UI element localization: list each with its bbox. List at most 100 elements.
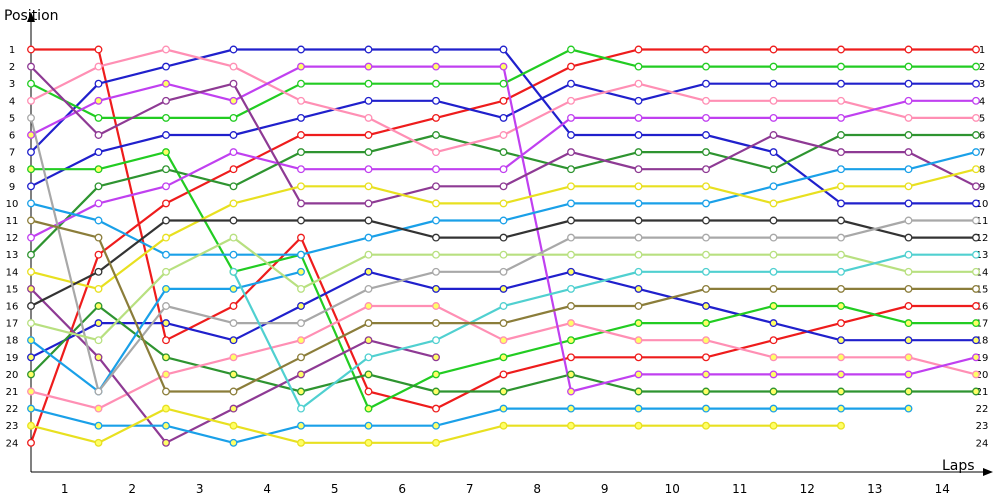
data-point xyxy=(567,148,575,157)
data-point xyxy=(972,165,980,174)
series-path xyxy=(30,304,976,393)
data-point xyxy=(432,250,440,259)
data-point xyxy=(94,302,103,310)
data-point xyxy=(837,319,845,328)
data-point xyxy=(27,267,35,276)
data-point xyxy=(567,353,575,362)
y-tick-label-right: 19 xyxy=(976,353,989,364)
y-tick-label-right: 7 xyxy=(979,148,985,159)
data-point xyxy=(837,404,845,413)
data-point xyxy=(634,353,643,362)
data-point xyxy=(94,131,103,139)
data-point xyxy=(27,250,35,259)
data-point xyxy=(769,319,778,328)
x-tick-label: 5 xyxy=(331,482,339,496)
data-point xyxy=(972,319,980,328)
data-point xyxy=(432,284,440,293)
y-tick-label-right: 21 xyxy=(976,387,989,398)
data-point xyxy=(297,79,305,88)
data-point xyxy=(837,165,845,174)
data-point xyxy=(837,353,845,362)
data-point xyxy=(972,353,980,362)
data-point xyxy=(432,438,440,447)
data-point xyxy=(364,182,373,191)
data-point xyxy=(229,131,238,139)
data-point xyxy=(634,250,643,259)
data-point xyxy=(27,438,35,447)
data-point xyxy=(162,96,170,105)
data-point xyxy=(499,216,508,225)
data-point xyxy=(702,302,710,310)
data-point xyxy=(229,421,238,430)
data-point xyxy=(972,199,980,208)
data-point xyxy=(27,387,35,396)
data-point xyxy=(364,96,373,105)
series-path xyxy=(31,151,976,410)
y-tick-label-left: 22 xyxy=(6,404,19,415)
data-point xyxy=(904,250,913,259)
data-point xyxy=(634,148,643,157)
y-tick-label-right: 24 xyxy=(976,438,989,449)
data-point xyxy=(702,336,710,345)
y-tick-label-right: 12 xyxy=(976,233,989,244)
data-point xyxy=(162,113,170,122)
data-point xyxy=(634,45,643,54)
data-point xyxy=(769,131,778,139)
data-point xyxy=(702,319,710,328)
data-point xyxy=(702,353,710,362)
data-point xyxy=(769,62,778,71)
y-tick-label-left: 19 xyxy=(6,353,19,364)
data-point xyxy=(904,62,913,71)
data-point xyxy=(567,182,575,191)
data-point xyxy=(499,62,508,71)
data-point xyxy=(972,96,980,105)
data-point xyxy=(162,438,170,447)
data-point xyxy=(432,131,440,139)
data-point xyxy=(634,421,643,430)
x-tick-label: 2 xyxy=(128,482,136,496)
data-point xyxy=(904,284,913,293)
data-point xyxy=(432,319,440,328)
data-point xyxy=(162,302,170,310)
data-point xyxy=(634,182,643,191)
data-point xyxy=(229,216,238,225)
data-point xyxy=(27,182,35,191)
data-point xyxy=(229,113,238,122)
data-point xyxy=(364,62,373,71)
y-tick-label-right: 23 xyxy=(976,421,989,432)
data-point xyxy=(769,302,778,310)
y-tick-label-right: 20 xyxy=(976,370,989,381)
data-point xyxy=(837,199,845,208)
data-point xyxy=(904,182,913,191)
data-point xyxy=(297,62,305,71)
data-point xyxy=(972,216,980,225)
data-point xyxy=(297,336,305,345)
data-point xyxy=(297,267,305,276)
data-point xyxy=(297,199,305,208)
data-point xyxy=(499,302,508,310)
data-point xyxy=(162,319,170,328)
y-tick-label-left: 24 xyxy=(6,438,19,449)
data-point xyxy=(27,131,35,139)
data-point xyxy=(364,199,373,208)
x-tick-label: 12 xyxy=(800,482,815,496)
data-point xyxy=(297,165,305,174)
data-point xyxy=(702,62,710,71)
data-point xyxy=(94,113,103,122)
data-point xyxy=(634,216,643,225)
data-point xyxy=(567,131,575,139)
data-point xyxy=(567,336,575,345)
y-tick-label-left: 17 xyxy=(6,319,19,330)
data-point xyxy=(94,148,103,157)
data-point xyxy=(229,199,238,208)
series-path xyxy=(30,407,909,444)
data-point xyxy=(837,387,845,396)
series-line xyxy=(30,48,976,205)
data-point xyxy=(972,302,980,310)
data-point xyxy=(499,96,508,105)
series-line xyxy=(232,253,976,410)
y-tick-label-left: 21 xyxy=(6,387,19,398)
data-point xyxy=(364,233,373,242)
data-point xyxy=(634,284,643,293)
data-point xyxy=(94,250,103,259)
